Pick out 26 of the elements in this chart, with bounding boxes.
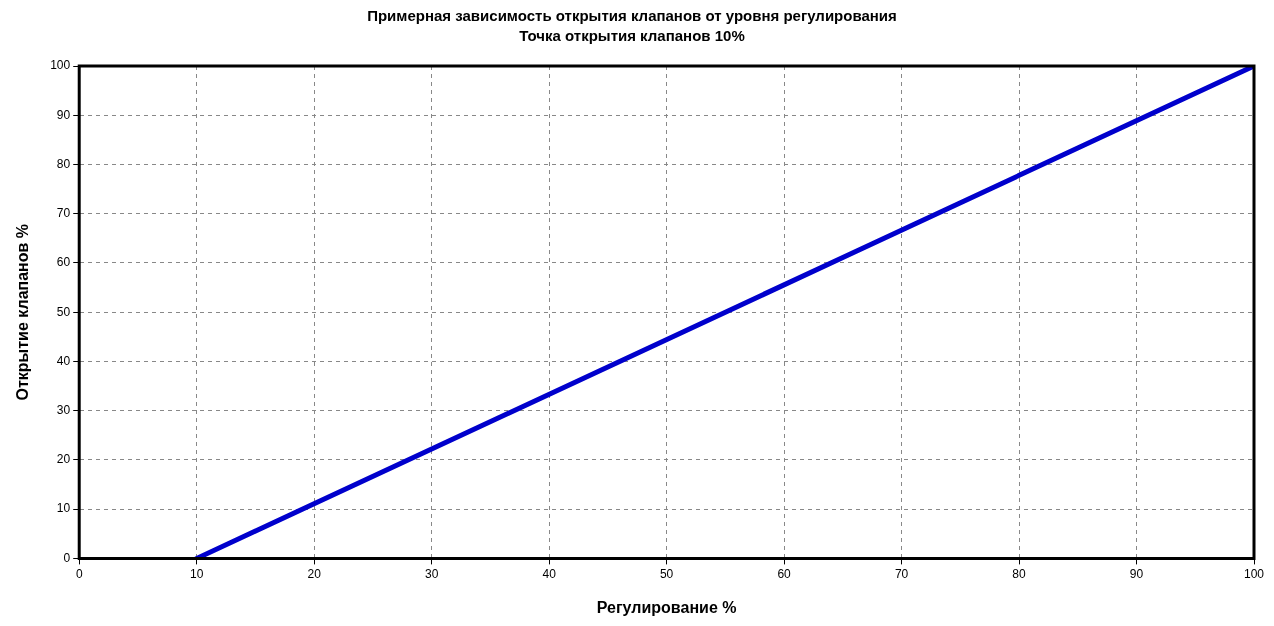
y-tick-label: 30 bbox=[56, 402, 71, 417]
x-tick-label: 50 bbox=[659, 566, 674, 581]
x-tick-label: 20 bbox=[307, 566, 322, 581]
x-tick-label: 100 bbox=[1243, 566, 1265, 581]
x-axis-title: Регулирование % bbox=[596, 598, 737, 616]
y-tick-label: 60 bbox=[56, 255, 71, 270]
chart-title: Примерная зависимость открытия клапанов от уровня регулирования bbox=[367, 7, 897, 25]
chart-subtitle: Точка открытия клапанов 10% bbox=[519, 27, 745, 45]
x-tick-label: 70 bbox=[894, 566, 909, 581]
y-tick-label: 100 bbox=[50, 58, 71, 73]
y-tick-label: 10 bbox=[56, 501, 71, 516]
x-tick-label: 80 bbox=[1012, 566, 1027, 581]
y-axis-title: Открытие клапанов % bbox=[14, 223, 32, 401]
y-tick-label: 40 bbox=[56, 353, 71, 368]
y-tick-label: 0 bbox=[63, 550, 71, 565]
x-tick-label: 40 bbox=[542, 566, 557, 581]
y-tick-label: 80 bbox=[56, 156, 71, 171]
x-tick-label: 90 bbox=[1129, 566, 1144, 581]
y-tick-label: 90 bbox=[56, 107, 71, 122]
x-tick-label: 0 bbox=[75, 566, 83, 581]
y-tick-label: 20 bbox=[56, 452, 71, 467]
x-tick-label: 30 bbox=[424, 566, 439, 581]
x-tick-label: 60 bbox=[777, 566, 792, 581]
x-tick-label: 10 bbox=[190, 566, 204, 581]
y-tick-label: 70 bbox=[56, 206, 71, 221]
y-tick-label: 50 bbox=[56, 304, 71, 319]
